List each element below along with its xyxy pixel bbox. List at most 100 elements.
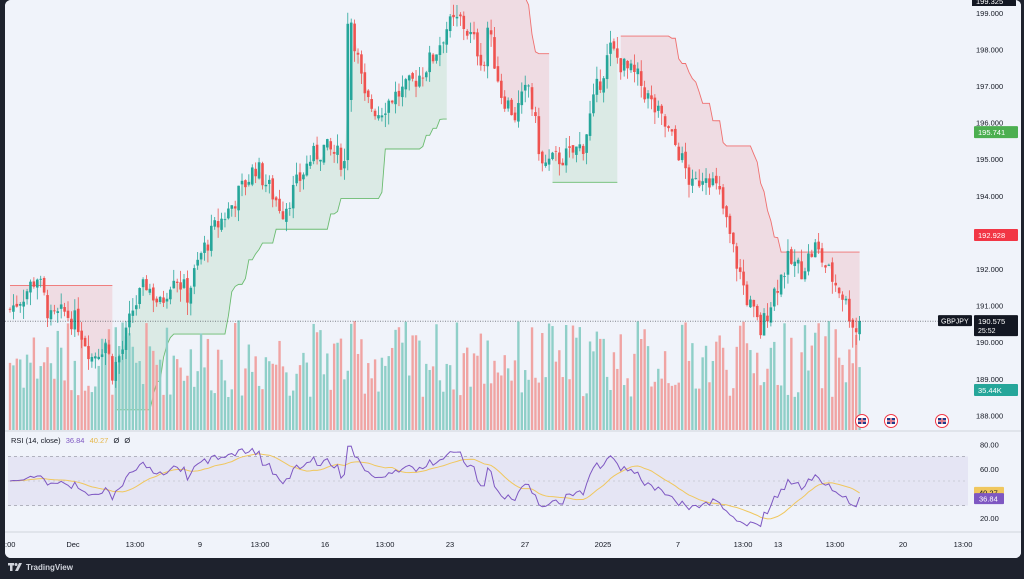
volume-bar (295, 373, 298, 430)
candle-body (848, 298, 851, 322)
candle-body (407, 75, 411, 81)
volume-bar (786, 394, 790, 430)
volume-bar (752, 373, 756, 430)
candle-body (506, 100, 510, 109)
volume-bar (534, 377, 537, 430)
volume-badge (974, 384, 1018, 396)
candle-body (520, 91, 524, 106)
volume-badge-label: 35.44K (978, 386, 1002, 395)
candle-body (206, 244, 210, 251)
candle-body (527, 85, 530, 87)
volume-bar (776, 384, 779, 430)
time-axis-label: 20 (899, 540, 907, 549)
candle-body (844, 298, 848, 301)
candle-body (786, 250, 790, 275)
volume-bar (237, 320, 240, 430)
candle-body (384, 113, 387, 115)
volume-bar (749, 350, 752, 430)
candle-body (701, 181, 704, 185)
candle-body (223, 219, 227, 221)
time-axis-label: :00 (5, 540, 15, 549)
volume-bar (42, 362, 46, 430)
candle-body (308, 161, 312, 166)
volume-bar (660, 378, 663, 430)
volume-bar (667, 383, 670, 430)
candle-body (568, 146, 571, 148)
price-chart[interactable]: 199.000 198.000 197.000 196.000 195.000 194.0… (5, 0, 1021, 558)
symbol-badge (938, 315, 972, 327)
candle-body (656, 105, 660, 111)
candle-body (616, 48, 619, 58)
volume-bar (466, 347, 469, 430)
candle-body (851, 319, 855, 328)
price-axis-top-label: 199.325 (976, 0, 1003, 6)
candle-body (39, 278, 43, 280)
volume-bar (421, 396, 425, 430)
candle-body (387, 100, 391, 113)
volume-bar (25, 354, 29, 430)
volume-bar (353, 321, 356, 430)
candle-body (564, 148, 568, 166)
candle-body (602, 78, 605, 93)
candle-body (32, 281, 36, 287)
candle-body (131, 310, 135, 316)
tradingview-logo[interactable]: TradingView (8, 562, 73, 572)
candle-body (476, 32, 479, 57)
candle-body (752, 299, 756, 307)
candle-body (158, 296, 162, 303)
volume-bar (837, 357, 841, 430)
candle-body (500, 80, 503, 98)
chart-area[interactable]: 199.000 198.000 197.000 196.000 195.000 194.0… (5, 0, 1021, 558)
candle-body (394, 91, 397, 105)
volume-bar (162, 394, 165, 430)
volume-bar (370, 378, 373, 430)
candle-body (612, 41, 616, 49)
volume-bar (524, 370, 527, 430)
volume-bar (500, 375, 503, 430)
candle-body (53, 310, 56, 312)
candle-body (268, 179, 271, 184)
price-badge (974, 126, 1018, 139)
volume-bar (94, 386, 97, 430)
volume-bar (135, 362, 138, 430)
volume-bar (288, 395, 291, 430)
candle-body (360, 54, 363, 74)
volume-bar (742, 321, 745, 430)
volume-bar (728, 395, 732, 430)
candle-body (486, 27, 489, 67)
candle-body (830, 262, 834, 282)
volume-bar (814, 332, 817, 430)
volume-bar (46, 347, 49, 430)
candle-body (353, 23, 356, 52)
candle-body (841, 294, 844, 300)
candle-body (121, 349, 124, 354)
price-axis-top-badge (972, 0, 1016, 6)
candle-body (711, 178, 715, 186)
candle-body (762, 313, 766, 336)
volume-bar (738, 325, 742, 430)
price-axis-label: 196.000 (976, 119, 1003, 128)
candle-body (56, 311, 60, 313)
rsi-axis-label: 20.00 (980, 514, 999, 523)
candle-body (820, 248, 824, 263)
volume-bar (554, 361, 558, 430)
volume-bar (384, 365, 387, 430)
price-axis-label: 188.000 (976, 411, 1003, 420)
volume-bar (387, 356, 390, 430)
candle-body (278, 198, 281, 211)
candle-body (547, 158, 551, 165)
volume-bar (189, 349, 193, 430)
candle-body (523, 84, 527, 91)
volume-bar (657, 368, 660, 430)
volume-bar (124, 336, 128, 430)
volume-bar (39, 366, 42, 430)
volume-bar (858, 367, 861, 430)
volume-bar (70, 390, 73, 430)
volume-bar (19, 359, 22, 430)
candle-body (363, 72, 367, 94)
volume-bar (824, 336, 827, 430)
candle-body (182, 279, 186, 288)
candle-body (646, 93, 650, 99)
price-axis[interactable] (972, 0, 1021, 558)
candle-body (670, 129, 674, 132)
